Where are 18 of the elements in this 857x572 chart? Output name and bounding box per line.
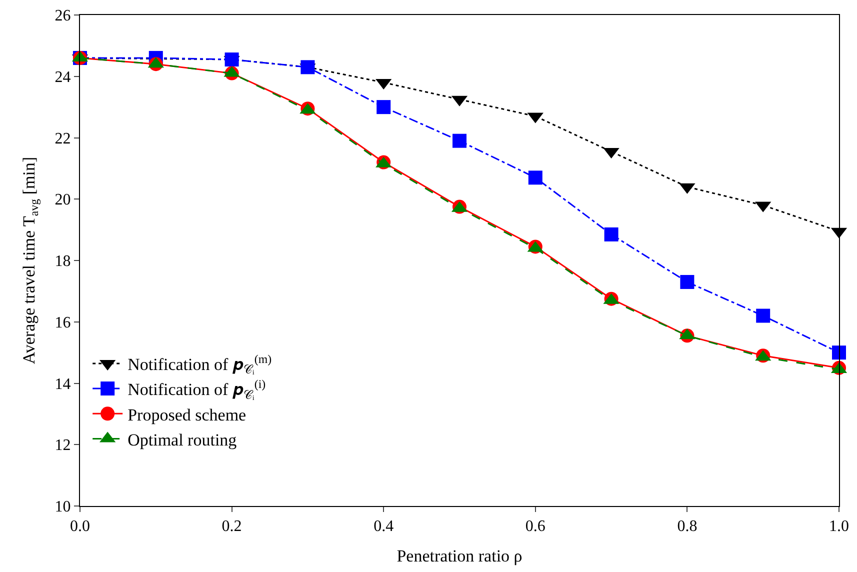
y-tick-label: 24	[54, 68, 71, 86]
y-tick-label: 16	[54, 314, 71, 332]
y-tick-label: 18	[54, 253, 71, 270]
x-tick-label: 0.0	[70, 518, 90, 536]
x-tick-label: 0.6	[525, 518, 546, 536]
y-tick-label: 12	[54, 437, 71, 454]
y-tick-label: 14	[54, 376, 71, 393]
y-tick-label: 22	[54, 130, 71, 148]
x-tick-label: 0.4	[374, 518, 394, 536]
x-tick-label: 0.2	[222, 518, 242, 536]
y-tick-label: 26	[54, 8, 71, 25]
x-axis-title: Penetration ratio ρ	[396, 546, 522, 566]
y-tick-label: 20	[54, 192, 71, 209]
y-tick-label: 10	[54, 498, 71, 516]
x-tick-label: 0.8	[677, 518, 698, 536]
x-tick-label: 1.0	[829, 518, 849, 536]
legend-label: Optimal routing	[128, 430, 238, 450]
legend-label: Proposed scheme	[128, 405, 246, 424]
